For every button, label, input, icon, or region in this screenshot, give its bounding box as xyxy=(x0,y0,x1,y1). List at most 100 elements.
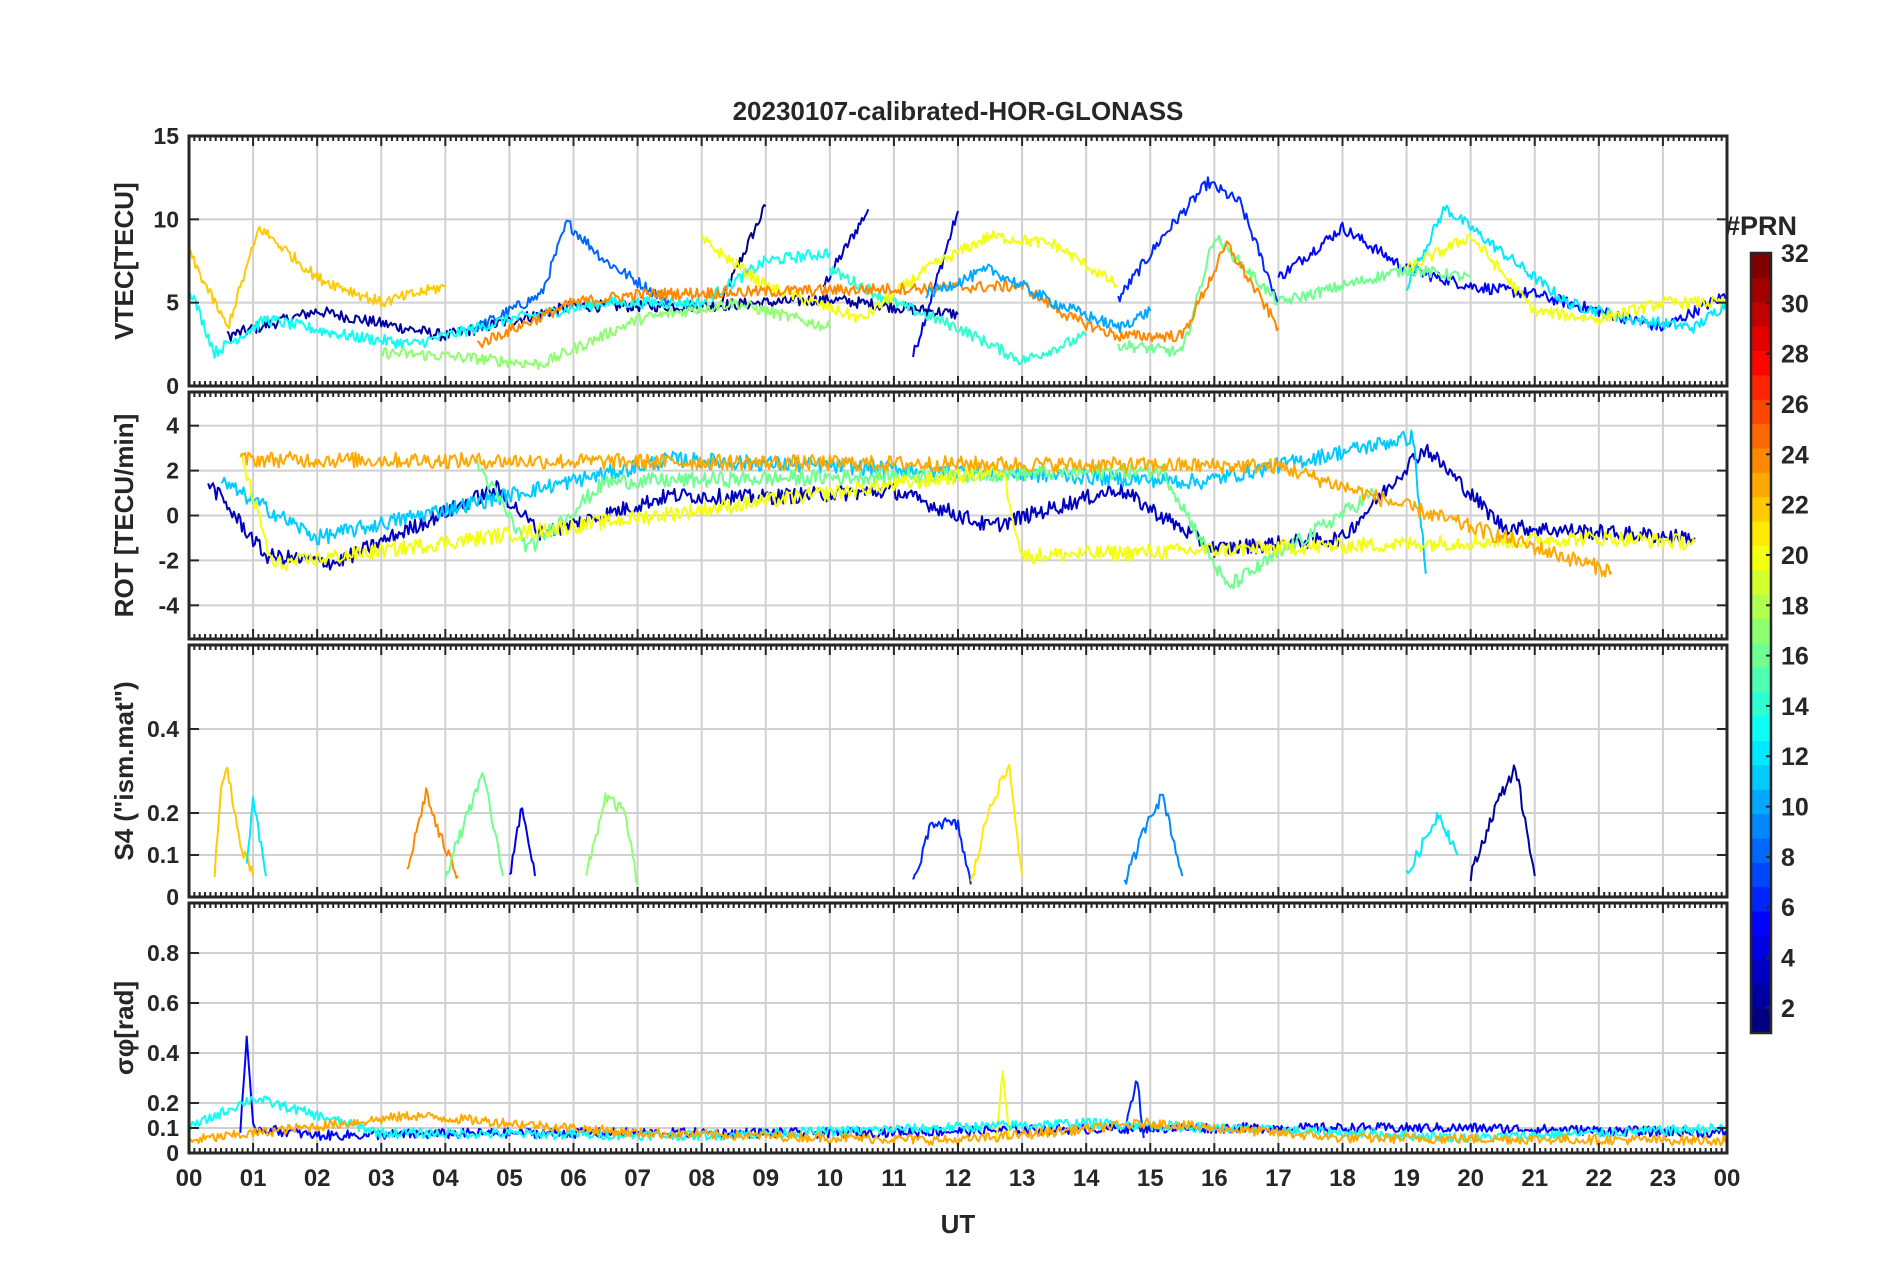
colorbar-segment xyxy=(1751,545,1771,571)
colorbar-segment xyxy=(1751,716,1771,741)
colorbar-tick-label: 32 xyxy=(1781,240,1809,268)
x-tick-label: 18 xyxy=(1329,1165,1356,1192)
colorbar-segment xyxy=(1751,984,1771,1010)
series-line-prn-4 xyxy=(912,210,959,358)
x-tick-label: 07 xyxy=(624,1165,651,1192)
y-tick-label: 4 xyxy=(166,413,179,439)
colorbar-segment xyxy=(1751,935,1771,961)
colorbar-segment xyxy=(1751,862,1771,888)
y-tick-label: 0.1 xyxy=(147,842,179,868)
colorbar-tick-label: 14 xyxy=(1781,693,1809,721)
colorbar-segment xyxy=(1751,521,1771,546)
x-tick-label: 17 xyxy=(1265,1165,1292,1192)
series-line-prn-14 xyxy=(828,265,1088,366)
x-tick-label: 10 xyxy=(816,1165,843,1192)
series-line-prn-16 xyxy=(1117,234,1472,358)
y-tick-label: 5 xyxy=(166,290,179,316)
panel-rot: -4 -2 0 2 4 ROT [TECU/min] xyxy=(109,390,1729,641)
x-tick-label: 22 xyxy=(1585,1165,1612,1192)
series-line-prn-20 xyxy=(239,452,1696,572)
y-tick-label: 10 xyxy=(153,206,179,232)
x-tick-label: 00 xyxy=(1714,1165,1741,1192)
colorbar-segment xyxy=(1751,496,1771,522)
series-line-prn-6 xyxy=(912,817,972,885)
x-tick-label: 11 xyxy=(881,1165,906,1192)
y-tick-label: 0.2 xyxy=(147,1090,179,1116)
colorbar-segment xyxy=(1751,253,1771,278)
series-line-prn-17 xyxy=(585,792,639,885)
series-line-prn-6 xyxy=(1123,1080,1145,1139)
series-line-prn-23 xyxy=(239,451,1613,578)
x-tick-label: 12 xyxy=(945,1165,972,1192)
colorbar-segment xyxy=(1751,448,1771,473)
y-tick-label: 0.6 xyxy=(147,990,179,1016)
series-line-prn-9 xyxy=(1123,793,1184,885)
colorbar-tick-label: 18 xyxy=(1781,592,1809,620)
colorbar-tick-label: 10 xyxy=(1781,794,1809,822)
x-tick-label: 23 xyxy=(1650,1165,1677,1192)
y-axis-label: ROT [TECU/min] xyxy=(109,414,139,618)
y-axis-label: σφ[rad] xyxy=(109,981,139,1075)
y-tick-label: 0.4 xyxy=(147,716,179,742)
y-tick-label: 0 xyxy=(166,884,179,910)
series-line-prn-12 xyxy=(1405,204,1727,334)
series-line-prn-11 xyxy=(220,429,1427,574)
x-tick-label: 01 xyxy=(240,1165,267,1192)
colorbar-segment xyxy=(1751,423,1771,449)
y-tick-label: 0.2 xyxy=(147,800,179,826)
series-line-prn-16 xyxy=(444,772,504,878)
colorbar-tick-label: 6 xyxy=(1781,894,1795,922)
colorbar-segment xyxy=(1751,301,1771,327)
x-tick-label: 16 xyxy=(1201,1165,1228,1192)
y-tick-label: 2 xyxy=(166,458,179,484)
x-tick-label: 15 xyxy=(1137,1165,1164,1192)
x-tick-label: 19 xyxy=(1393,1165,1420,1192)
colorbar-frame xyxy=(1749,251,1773,1035)
colorbar-tick-label: 12 xyxy=(1781,743,1809,771)
y-tick-label: -4 xyxy=(159,592,180,618)
series-line-prn-10 xyxy=(925,263,1152,333)
y-tick-label: 0 xyxy=(166,1140,179,1166)
series-line-prn-20 xyxy=(1405,233,1727,326)
colorbar-segment xyxy=(1751,789,1771,815)
colorbar-segment xyxy=(1751,472,1771,498)
x-tick-label: 04 xyxy=(432,1165,459,1192)
colorbar-tick-label: 8 xyxy=(1781,844,1795,872)
y-tick-label: -2 xyxy=(159,547,179,573)
x-tick-label: 20 xyxy=(1457,1165,1484,1192)
colorbar-tick-label: 24 xyxy=(1781,441,1809,469)
x-tick-label: 03 xyxy=(368,1165,395,1192)
colorbar-tick-label: 16 xyxy=(1781,643,1809,671)
panel-vtec: 0 5 10 15 VTEC[TECU] xyxy=(109,123,1729,399)
series-line-prn-24 xyxy=(406,787,459,879)
series-line-prn-8 xyxy=(476,219,671,332)
x-tick-label: 08 xyxy=(688,1165,715,1192)
colorbar-segment xyxy=(1751,911,1771,936)
series-line-prn-22 xyxy=(189,225,446,329)
y-tick-label: 0.8 xyxy=(147,940,179,966)
colorbar-label: #PRN xyxy=(1725,211,1797,241)
y-tick-label: 15 xyxy=(153,123,179,149)
colorbar-segment xyxy=(1751,618,1771,644)
series-line-prn-12 xyxy=(1405,811,1459,875)
colorbar-tick-label: 20 xyxy=(1781,542,1809,570)
series-line-prn-24 xyxy=(476,240,1280,349)
colorbar-tick-label: 26 xyxy=(1781,391,1809,419)
colorbar-segment xyxy=(1751,764,1771,790)
colorbar-segment xyxy=(1751,569,1771,595)
colorbar-segment xyxy=(1751,667,1771,693)
colorbar-segment xyxy=(1751,350,1771,376)
x-tick-label: 06 xyxy=(560,1165,587,1192)
colorbar-segment xyxy=(1751,813,1771,839)
x-tick-label: 09 xyxy=(752,1165,779,1192)
colorbar-segment xyxy=(1751,643,1771,668)
series-line-prn-5 xyxy=(1277,221,1727,332)
colorbar-tick-label: 30 xyxy=(1781,290,1809,318)
panel-s4: 0 0.1 0.2 0.4 S4 ("ism.mat") xyxy=(109,643,1729,910)
figure-title: 20230107-calibrated-HOR-GLONASS xyxy=(733,96,1184,126)
x-tick-label: 13 xyxy=(1009,1165,1036,1192)
colorbar-segment xyxy=(1751,886,1771,912)
